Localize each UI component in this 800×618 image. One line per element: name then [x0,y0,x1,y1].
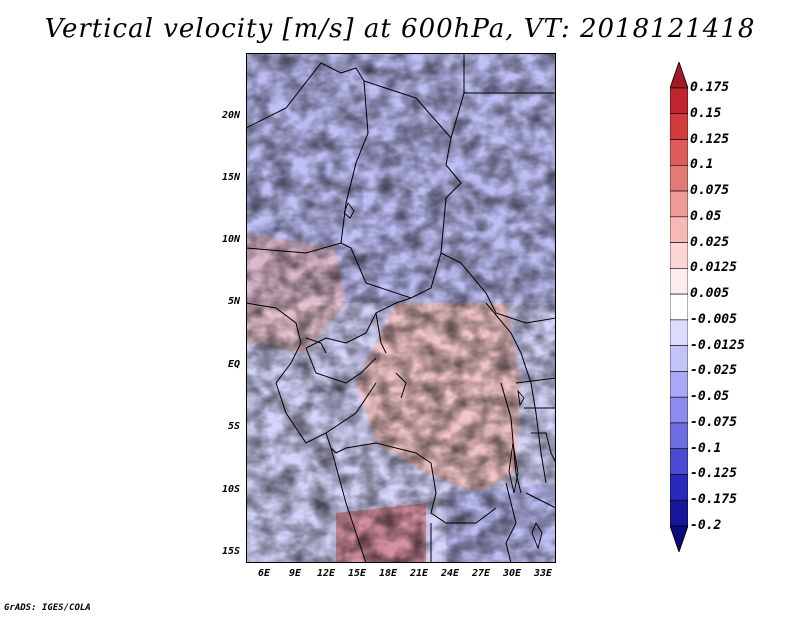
lon-label-9e: 9E [289,568,302,579]
lakes [343,202,543,550]
field-texture-red [246,53,556,563]
colorbar-segment [670,268,688,295]
colorbar-label: 0.175 [690,80,730,95]
colorbar-segment [670,242,688,269]
colorbar-segment [670,474,688,501]
colorbar-label: -0.2 [690,518,722,533]
colorbar-segment [670,113,688,140]
colorbar-label: -0.05 [690,389,730,405]
colorbar-label: 0.0125 [690,260,737,276]
lat-label-10s: 10S [221,484,240,495]
colorbar-segment [670,422,688,450]
colorbar-label: 0.125 [690,131,730,147]
colorbar-segment [670,319,688,346]
colorbar-label: 0.1 [690,157,714,173]
lon-label-27e: 27E [472,568,491,579]
colorbar-label: 0.075 [690,183,730,199]
grads-credit: GrADS: IGES/COLA [4,603,91,613]
lon-label-21e: 21E [410,568,429,579]
country-borders [246,53,556,563]
map-title: Vertical velocity [m/s] at 600hPa, VT: 2… [44,14,756,44]
colorbar-label: 0.15 [690,105,722,121]
lon-label-33e: 33E [534,568,553,579]
lon-label-12e: 12E [317,568,336,579]
lat-label-20n: 20N [221,110,240,121]
lat-label-15n: 15N [221,172,240,183]
lon-label-15e: 15E [348,568,367,579]
lat-label-5s: 5S [227,421,240,432]
colorbar-segment [670,293,688,321]
colorbar-segment [670,190,688,218]
colorbar-label: -0.1 [690,440,722,456]
colorbar-arrow-bottom [670,525,688,552]
colorbar-segment [670,448,688,475]
colorbar-label: 0.005 [690,286,730,302]
colorbar [670,62,688,552]
colorbar-segment [670,164,688,192]
colorbar-label: -0.025 [690,363,737,379]
colorbar-segment [670,87,688,115]
velocity-map [246,53,556,563]
colorbar-label: 0.05 [690,208,722,224]
lon-label-24e: 24E [441,568,460,579]
colorbar-label: -0.175 [690,492,737,508]
colorbar-label: -0.125 [690,466,737,482]
colorbar-label: -0.0125 [690,337,745,353]
plot-frame [246,53,556,563]
colorbar-segment [670,139,688,166]
colorbar-segment [670,371,688,398]
colorbar-label: -0.075 [690,414,737,430]
lon-label-18e: 18E [379,568,398,579]
lon-label-30e: 30E [503,568,522,579]
lat-label-10n: 10N [221,234,240,245]
colorbar-segment [670,396,688,424]
colorbar-segment [670,216,688,243]
colorbar-segment [670,499,688,527]
colorbar-segment [670,345,688,372]
colorbar-arrow-top [670,62,688,89]
colorbar-label: -0.005 [690,311,737,327]
lon-label-6e: 6E [258,568,271,579]
lat-label-5n: 5N [227,296,240,307]
lat-label-15s: 15S [221,546,240,557]
colorbar-label: 0.025 [690,234,730,250]
lat-label-eq: EQ [227,359,240,370]
